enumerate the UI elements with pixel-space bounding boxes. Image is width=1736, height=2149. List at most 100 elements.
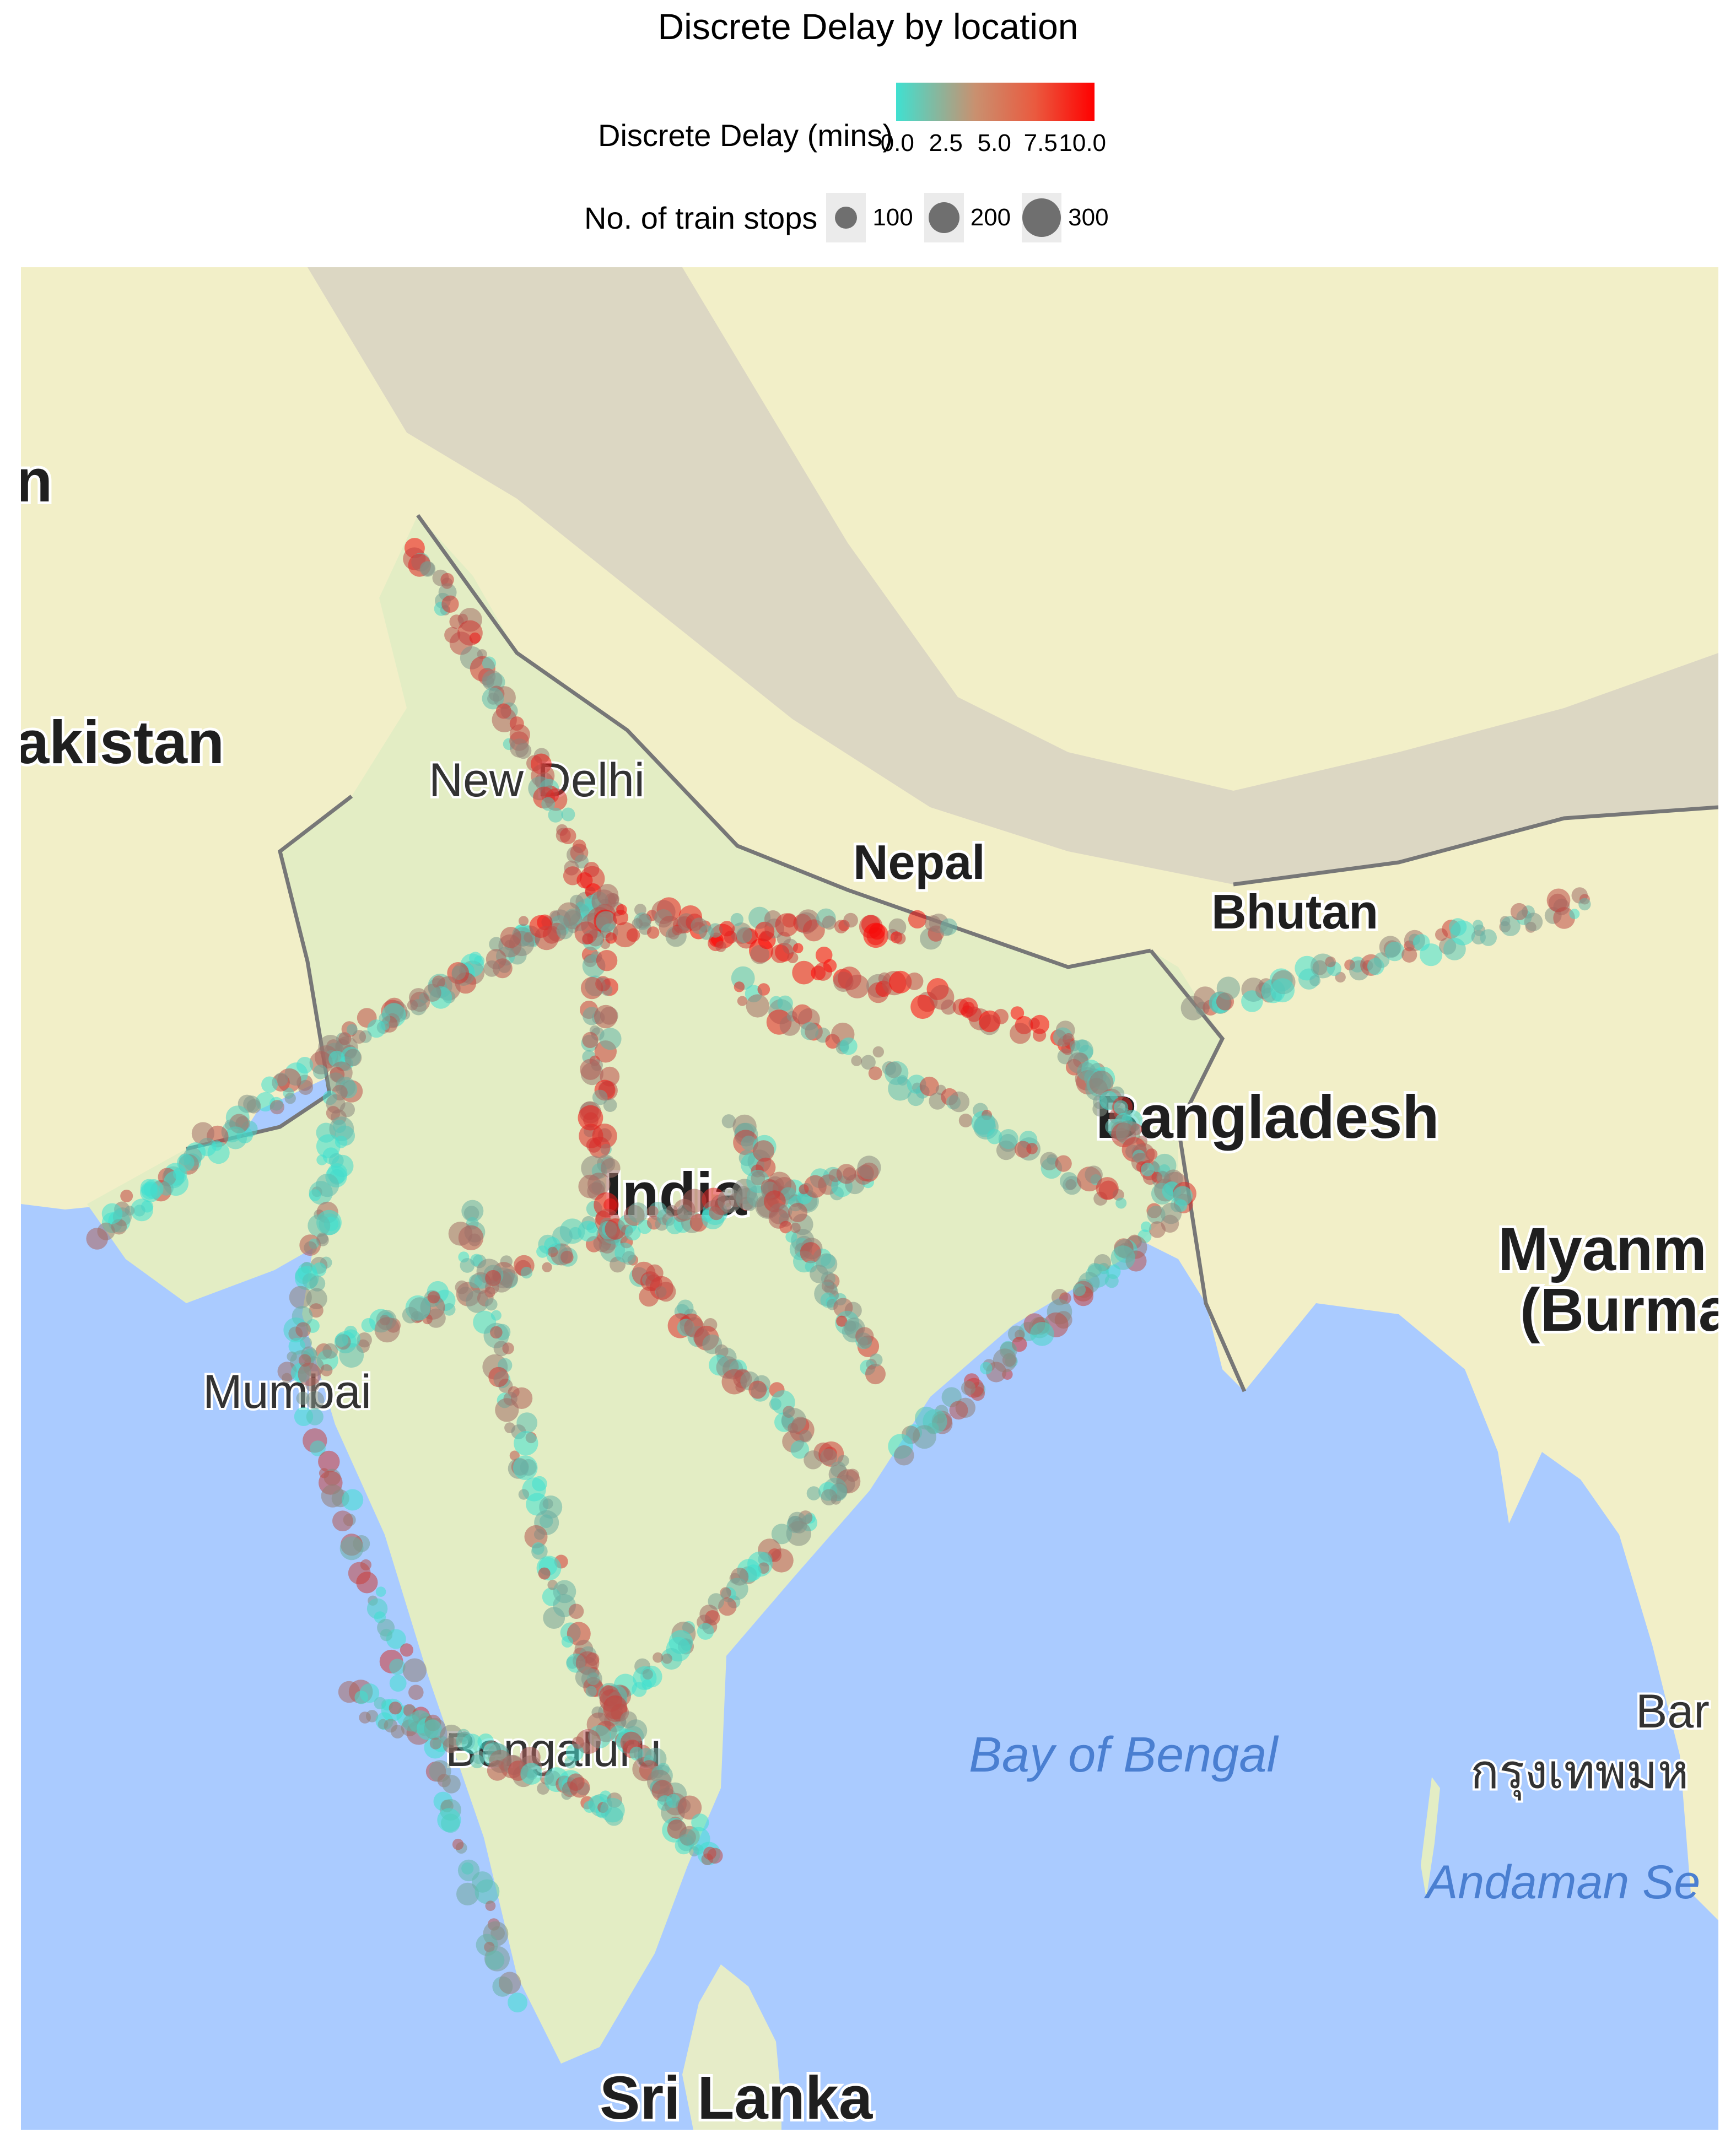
station-point <box>578 1105 603 1131</box>
station-point <box>485 1298 498 1311</box>
station-point <box>596 950 618 971</box>
size-swatch <box>1022 193 1062 242</box>
station-point <box>513 1455 538 1480</box>
station-point <box>514 1431 538 1456</box>
station-point <box>548 807 563 823</box>
map-panel[interactable]: n akistan New Delhi Nepal Bhutan Banglad… <box>21 267 1718 2130</box>
station-point <box>800 1242 822 1264</box>
station-point <box>509 1450 520 1461</box>
station-point <box>306 1288 327 1309</box>
station-point <box>1401 947 1417 963</box>
station-point <box>448 1222 473 1246</box>
station-point <box>309 1275 326 1292</box>
station-point <box>427 1291 440 1304</box>
station-point <box>309 1303 324 1318</box>
station-point <box>442 1775 461 1794</box>
station-point <box>310 1440 326 1456</box>
station-points <box>86 538 1591 2013</box>
station-point <box>518 916 529 926</box>
color-legend: Discrete Delay (mins) 0.0 2.5 5.0 7.5 10… <box>598 83 1106 174</box>
station-point <box>316 1234 329 1246</box>
station-point <box>907 1089 925 1106</box>
station-point <box>799 1430 812 1443</box>
station-point <box>315 1173 339 1197</box>
station-point <box>843 912 858 928</box>
station-point <box>1473 920 1484 931</box>
station-point <box>1110 1245 1135 1270</box>
station-point <box>455 1280 469 1294</box>
station-point <box>316 1134 341 1159</box>
station-point <box>821 1489 838 1506</box>
station-point <box>792 943 804 954</box>
station-point <box>580 1059 601 1080</box>
station-point <box>836 1164 856 1184</box>
station-point <box>1063 1176 1082 1195</box>
station-point <box>869 1353 883 1367</box>
colorbar-tick: 5.0 <box>977 129 1011 156</box>
station-point <box>822 915 837 930</box>
station-point <box>770 944 790 963</box>
colorbar-tick: 7.5 <box>1023 129 1058 156</box>
station-point <box>306 1408 324 1426</box>
label-pakistan-edge: n <box>21 447 52 515</box>
station-point <box>961 1380 976 1395</box>
station-point <box>703 1846 716 1860</box>
station-point <box>626 928 640 942</box>
station-point <box>836 1315 848 1327</box>
station-point <box>741 1135 757 1151</box>
station-point <box>719 921 735 937</box>
station-point <box>948 1091 970 1113</box>
station-point <box>342 1489 364 1511</box>
station-point <box>313 1065 328 1079</box>
size-dot <box>835 207 858 229</box>
station-point <box>1115 1197 1127 1209</box>
station-point <box>585 1686 597 1697</box>
station-point <box>1325 956 1336 968</box>
station-point <box>691 1813 709 1832</box>
station-point <box>804 1450 823 1470</box>
station-point <box>894 1445 914 1466</box>
station-point <box>495 1398 519 1422</box>
station-point <box>261 1076 278 1093</box>
station-point <box>534 926 559 951</box>
station-point <box>483 960 500 977</box>
map-canvas: n akistan New Delhi Nepal Bhutan Banglad… <box>21 267 1718 2130</box>
station-point <box>734 981 745 992</box>
station-point <box>781 1408 807 1433</box>
size-key-100: 100 <box>826 193 920 242</box>
station-point <box>1510 903 1528 921</box>
station-point <box>868 1066 882 1081</box>
label-pakistan: akistan <box>21 709 224 776</box>
size-label: 300 <box>1068 204 1109 231</box>
station-point <box>542 1262 552 1272</box>
station-point <box>1569 909 1580 919</box>
station-point <box>693 1844 704 1855</box>
station-point <box>612 910 629 926</box>
station-point <box>463 1206 479 1221</box>
station-point <box>389 1702 402 1715</box>
station-point <box>559 828 576 844</box>
station-point <box>769 1548 794 1573</box>
station-point <box>572 1736 585 1749</box>
station-point <box>980 1362 993 1375</box>
station-point <box>594 1005 618 1029</box>
station-point <box>905 972 924 990</box>
station-point <box>296 1391 310 1405</box>
station-point <box>1040 1152 1059 1170</box>
station-point <box>318 1450 340 1473</box>
station-point <box>576 872 593 889</box>
station-point <box>662 1653 672 1664</box>
station-point <box>603 1198 617 1212</box>
station-point <box>1270 978 1295 1003</box>
station-point <box>567 1622 591 1646</box>
station-point <box>1030 1322 1054 1346</box>
station-point <box>541 797 556 811</box>
station-point <box>1014 1141 1032 1158</box>
station-point <box>269 1100 284 1115</box>
station-point <box>295 1322 311 1338</box>
station-point <box>361 1318 376 1332</box>
label-bangkok: Bar <box>1636 1685 1710 1738</box>
station-point <box>518 1489 530 1500</box>
station-point <box>656 1282 676 1302</box>
station-point <box>1072 1283 1086 1297</box>
